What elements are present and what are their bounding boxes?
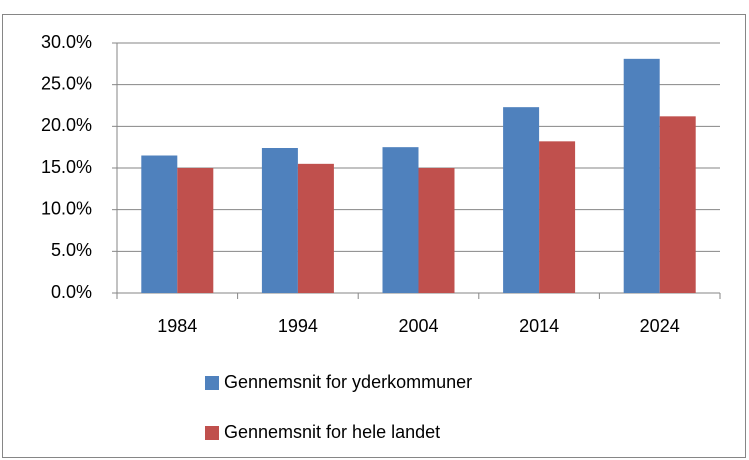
bar — [539, 141, 576, 293]
y-tick-label: 10.0% — [41, 198, 92, 218]
x-tick-label: 1994 — [278, 316, 318, 336]
y-tick-label: 0.0% — [51, 282, 92, 302]
legend-label: Gennemsnit for yderkommuner — [224, 372, 472, 392]
bar — [623, 58, 660, 294]
y-tick-label: 20.0% — [41, 115, 92, 135]
x-tick-label: 2024 — [640, 316, 680, 336]
x-tick-label: 2014 — [519, 316, 559, 336]
legend-swatch — [205, 426, 219, 440]
bar — [382, 147, 419, 293]
chart-border — [2, 14, 746, 458]
bar — [418, 168, 455, 293]
y-tick-label: 30.0% — [41, 32, 92, 52]
legend-swatch — [205, 376, 219, 390]
legend-label: Gennemsnit for hele landet — [224, 422, 440, 442]
bar — [141, 155, 178, 293]
bar — [177, 168, 214, 293]
bar — [503, 107, 540, 294]
bar — [659, 116, 696, 293]
bar — [261, 148, 298, 293]
x-tick-label: 1984 — [157, 316, 197, 336]
x-tick-label: 2004 — [398, 316, 438, 336]
bar — [297, 163, 334, 293]
y-tick-label: 15.0% — [41, 157, 92, 177]
y-tick-label: 25.0% — [41, 73, 92, 93]
y-tick-label: 5.0% — [51, 240, 92, 260]
